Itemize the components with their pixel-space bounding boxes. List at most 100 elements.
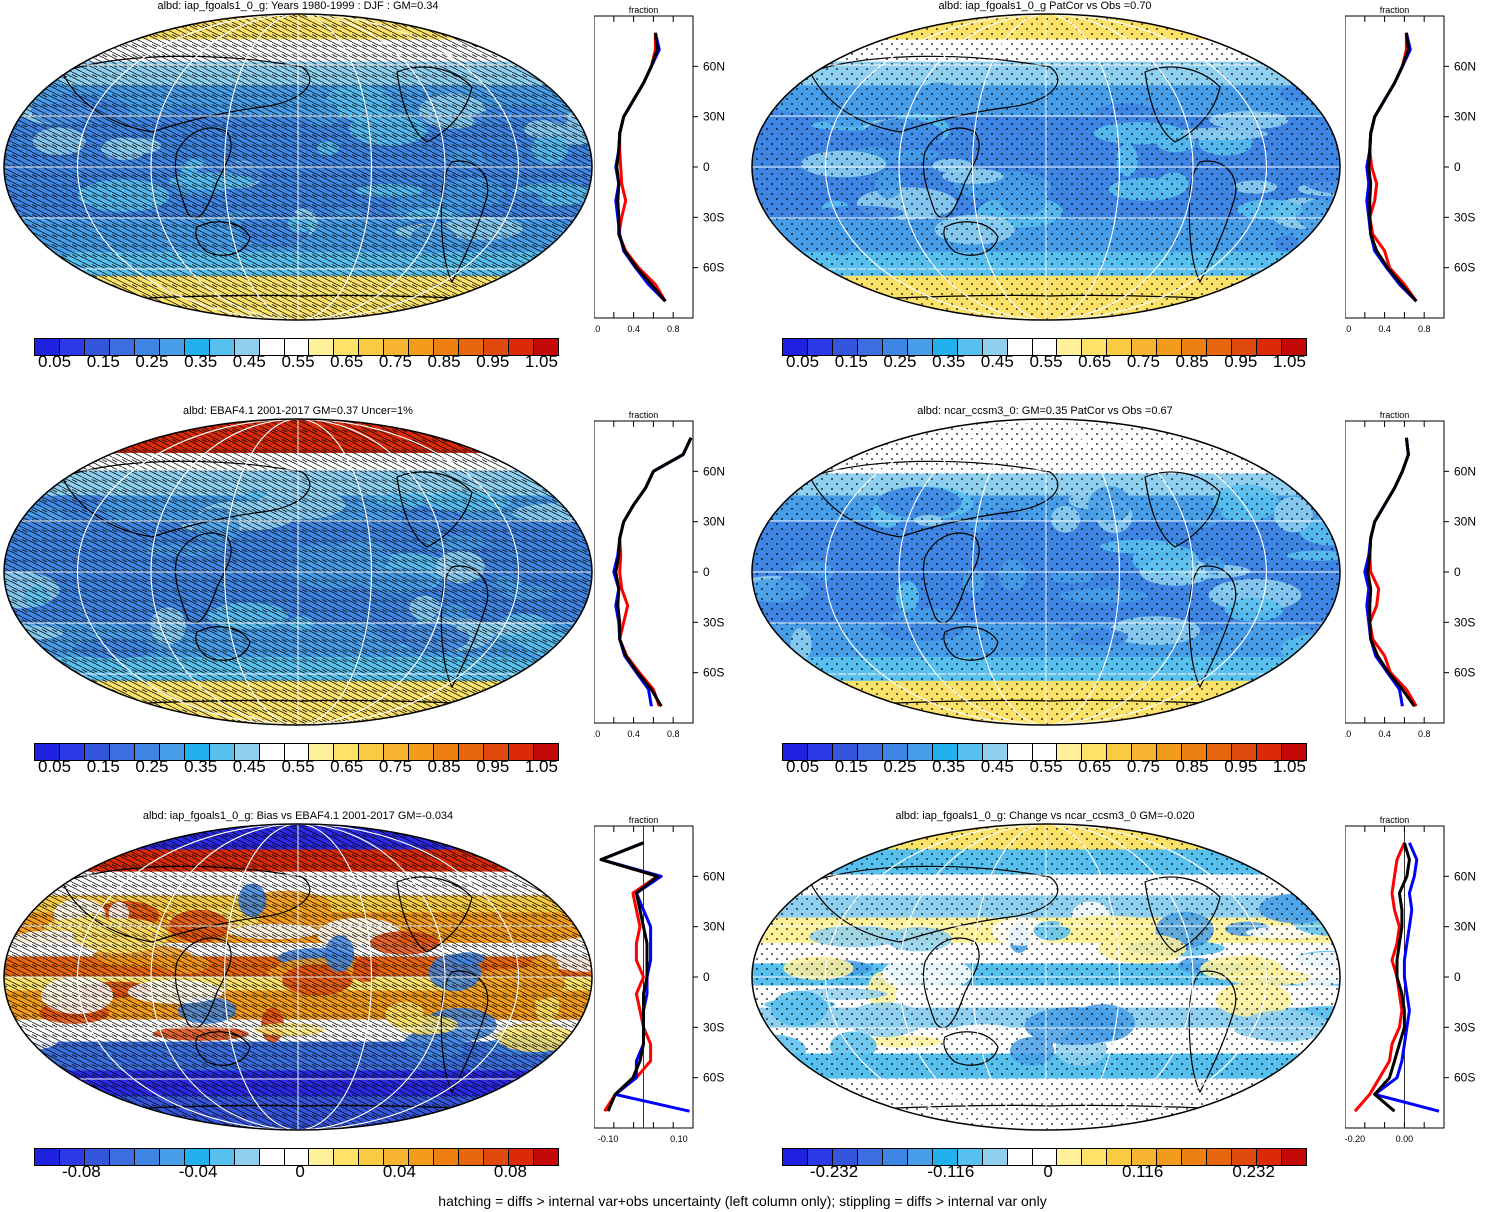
colorbar-tick-label: 0.35 xyxy=(184,757,218,776)
zonal-ytick-label: 0 xyxy=(1454,160,1461,174)
zonal-xtick-label: 0.8 xyxy=(1418,324,1431,334)
colorbar-tick-label: 0.65 xyxy=(1078,757,1112,776)
zonal-xlabel: fraction xyxy=(629,5,659,15)
panel-title: albd: iap_fgoals1_0_g: Bias vs EBAF4.1 2… xyxy=(142,810,454,822)
zonal-ytick-label: 60S xyxy=(1454,1071,1475,1085)
colorbar-tick-label: 0.232 xyxy=(1232,1162,1275,1181)
colorbar xyxy=(34,1148,559,1166)
zonal-ytick-label: 60N xyxy=(703,869,725,883)
colorbar-swatch xyxy=(783,1149,808,1165)
colorbar-tick-label: 0.35 xyxy=(184,352,218,371)
graticule-lon xyxy=(224,14,372,320)
graticule-lon xyxy=(898,14,1194,320)
colorbar-swatch xyxy=(409,1149,435,1165)
colorbar-swatch xyxy=(1232,1149,1258,1165)
colorbar-tick-label: 0.35 xyxy=(932,352,966,371)
colorbar-tick-label: 0.75 xyxy=(1126,757,1160,776)
colorbar-swatch xyxy=(1207,744,1233,760)
colorbar-tick-label: 1.05 xyxy=(1272,757,1306,776)
colorbar-swatch xyxy=(259,744,285,760)
zonal-series-line xyxy=(615,32,667,303)
graticule-lon xyxy=(825,14,1267,320)
colorbar-swatch xyxy=(857,744,883,760)
zonal-ytick-label: 60S xyxy=(703,1071,724,1085)
colorbar-swatch xyxy=(1057,339,1083,355)
colorbar-swatch xyxy=(134,744,160,760)
colorbar-tick-label: 0.85 xyxy=(1175,757,1209,776)
colorbar-swatch xyxy=(184,339,210,355)
colorbar-swatch xyxy=(1157,1149,1183,1165)
colorbar-swatch xyxy=(459,1149,485,1165)
colorbar-swatch xyxy=(932,744,958,760)
colorbar-swatch xyxy=(907,744,933,760)
colorbar-swatch xyxy=(1232,339,1258,355)
graticule-lon xyxy=(150,14,446,320)
zonal-xtick-label: 0.4 xyxy=(1378,729,1391,739)
colorbar-swatch xyxy=(434,744,460,760)
zonal-xtick-label: 0.8 xyxy=(667,729,680,739)
zonal-ytick-label: 0 xyxy=(1454,565,1461,579)
colorbar-swatch xyxy=(832,744,858,760)
colorbar-swatch xyxy=(1257,339,1283,355)
zonal-ytick-label: 60S xyxy=(1454,261,1475,275)
colorbar-tick-label: 1.05 xyxy=(1272,352,1306,371)
colorbar-swatch xyxy=(957,339,983,355)
colorbar-swatch xyxy=(982,744,1008,760)
colorbar-tick-label: 0.55 xyxy=(281,757,315,776)
colorbar-tick-label: 0.15 xyxy=(834,352,868,371)
colorbar-swatch xyxy=(1057,1149,1083,1165)
colorbar-swatch xyxy=(1282,744,1307,760)
colorbar-swatch xyxy=(832,1149,858,1165)
zonal-series-line xyxy=(1373,842,1440,1113)
map-border xyxy=(751,13,1341,321)
map-border xyxy=(751,418,1341,726)
colorbar-swatch xyxy=(234,744,260,760)
colorbar-tick-label: 0.25 xyxy=(883,757,917,776)
zonal-ytick-label: 30N xyxy=(703,110,725,124)
zonal-xlabel: fraction xyxy=(1380,410,1410,420)
colorbar-swatch xyxy=(932,339,958,355)
colorbar-swatch xyxy=(1157,744,1183,760)
colorbar-swatch xyxy=(807,339,833,355)
colorbar-tick-label: 0.15 xyxy=(86,757,120,776)
colorbar-swatch xyxy=(982,339,1008,355)
colorbar-swatch xyxy=(184,744,210,760)
colorbar-tick-label: 0.75 xyxy=(378,757,412,776)
zonal-mean-plot: fraction 60N 30N 0 30S 60S -0.20 0.00 xyxy=(1345,815,1476,1144)
colorbar-swatch xyxy=(334,339,360,355)
colorbar-tick-label: 0.116 xyxy=(1122,1162,1164,1181)
colorbar-tick-label: 0.45 xyxy=(980,757,1014,776)
colorbar-tick-label: 0.05 xyxy=(786,757,820,776)
colorbar-swatch xyxy=(534,339,559,355)
colorbar-swatch xyxy=(234,1149,260,1165)
colorbar-swatch xyxy=(309,744,335,760)
zonal-ytick-label: 30N xyxy=(1454,110,1476,124)
colorbar-labels: 0.05 0.15 0.25 0.35 0.45 0.55 0.65 0.75 0.85 0.95… xyxy=(786,757,1306,777)
colorbar-swatch xyxy=(1032,339,1058,355)
zonal-ytick-label: 30N xyxy=(703,920,725,934)
colorbar-tick-label: 0.05 xyxy=(786,352,820,371)
colorbar-tick-label: 0.75 xyxy=(1126,352,1160,371)
colorbar-tick-label: 0.55 xyxy=(1029,352,1063,371)
colorbar-swatch xyxy=(59,339,85,355)
colorbar-swatch xyxy=(359,339,385,355)
colorbar-swatch xyxy=(84,1149,110,1165)
colorbar-swatch xyxy=(184,1149,210,1165)
colorbar-swatch xyxy=(1182,1149,1208,1165)
colorbar-swatch xyxy=(1082,339,1108,355)
colorbar-swatch xyxy=(1207,1149,1233,1165)
colorbar-swatch xyxy=(484,744,510,760)
zonal-ytick-label: 30S xyxy=(1454,615,1475,629)
colorbar-swatch xyxy=(484,1149,510,1165)
world-map xyxy=(3,823,593,1131)
colorbar-swatch xyxy=(1007,1149,1033,1165)
panel-title: albd: EBAF4.1 2001-2017 GM=0.37 Uncer=1% xyxy=(183,405,413,417)
colorbar-tick-label: -0.04 xyxy=(178,1162,218,1181)
colorbar-swatch xyxy=(982,1149,1008,1165)
colorbar-tick-label: -0.116 xyxy=(927,1162,975,1181)
zonal-series-line xyxy=(1365,32,1418,303)
colorbar-swatch xyxy=(1282,339,1307,355)
colorbar-swatch xyxy=(932,1149,958,1165)
zonal-xtick-label: -0.20 xyxy=(1345,1134,1365,1144)
colorbar-swatch xyxy=(284,339,310,355)
